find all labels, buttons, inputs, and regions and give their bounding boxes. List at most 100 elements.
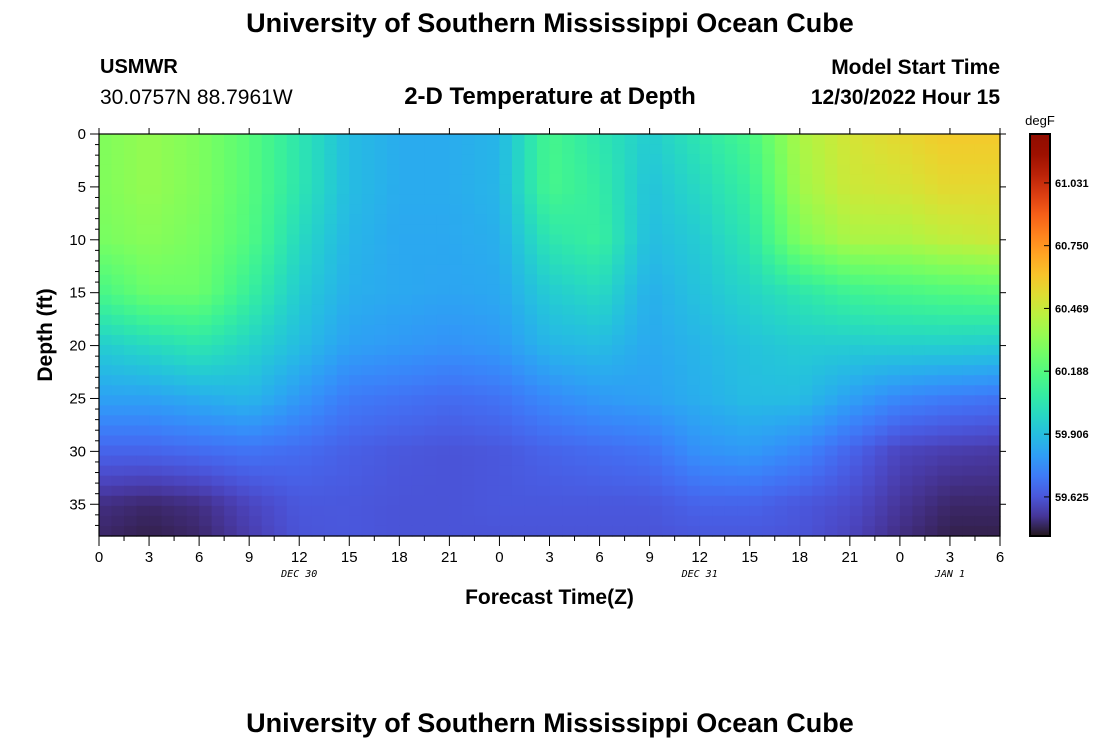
- heatmap-cell: [536, 505, 551, 517]
- heatmap-cell: [987, 204, 1001, 215]
- heatmap-cell: [274, 515, 288, 527]
- heatmap-cell: [837, 395, 851, 406]
- heatmap-cell: [924, 405, 939, 416]
- heatmap-cell: [599, 405, 613, 416]
- heatmap-cell: [186, 425, 200, 437]
- heatmap-cell: [687, 154, 701, 165]
- y-tick-label: 35: [69, 496, 86, 513]
- heatmap-cell: [649, 445, 663, 457]
- heatmap-cell: [774, 294, 788, 306]
- heatmap-cell: [899, 375, 913, 386]
- heatmap-cell: [962, 144, 976, 155]
- heatmap-cell: [974, 144, 989, 155]
- heatmap-cell: [699, 435, 713, 447]
- heatmap-cell: [612, 515, 626, 527]
- heatmap-cell: [862, 515, 876, 527]
- heatmap-cell: [349, 264, 363, 276]
- heatmap-cell: [461, 204, 476, 215]
- heatmap-cell: [511, 415, 526, 427]
- heatmap-cell: [674, 254, 688, 266]
- heatmap-cell: [837, 355, 851, 366]
- heatmap-cell: [637, 385, 651, 396]
- heatmap-cell: [161, 134, 175, 145]
- heatmap-cell: [737, 294, 751, 306]
- heatmap-cell: [674, 505, 688, 517]
- heatmap-cell: [824, 495, 838, 507]
- heatmap-cell: [461, 224, 476, 236]
- heatmap-cell: [186, 495, 200, 507]
- heatmap-cell: [899, 395, 913, 406]
- heatmap-cell: [399, 174, 413, 185]
- heatmap-cell: [762, 455, 776, 467]
- heatmap-cell: [174, 435, 188, 447]
- heatmap-cell: [987, 294, 1001, 306]
- heatmap-cell: [612, 345, 626, 356]
- heatmap-cell: [574, 465, 588, 477]
- heatmap-cell: [486, 154, 501, 165]
- heatmap-cell: [924, 204, 939, 215]
- heatmap-cell: [349, 485, 363, 497]
- heatmap-cell: [662, 314, 676, 326]
- heatmap-cell: [574, 475, 588, 487]
- heatmap-cell: [824, 204, 838, 215]
- heatmap-cell: [386, 385, 400, 396]
- heatmap-cell: [662, 355, 676, 366]
- heatmap-cell: [524, 515, 538, 527]
- heatmap-cell: [749, 164, 763, 175]
- heatmap-cell: [912, 184, 926, 195]
- heatmap-cell: [899, 254, 913, 266]
- heatmap-cell: [424, 134, 438, 145]
- heatmap-cell: [99, 475, 113, 487]
- heatmap-cell: [562, 304, 576, 316]
- heatmap-cell: [99, 425, 113, 437]
- heatmap-cell: [536, 274, 551, 286]
- heatmap-cell: [599, 355, 613, 366]
- heatmap-cell: [349, 425, 363, 437]
- heatmap-cell: [149, 335, 163, 346]
- heatmap-cell: [311, 324, 325, 336]
- heatmap-cell: [461, 194, 476, 205]
- heatmap-cell: [737, 495, 751, 507]
- x-tick-label: 6: [195, 549, 203, 566]
- x-tick-label: 6: [996, 549, 1004, 566]
- heatmap-cell: [712, 164, 726, 175]
- heatmap-cell: [161, 475, 175, 487]
- heatmap-cell: [937, 234, 951, 246]
- heatmap-cell: [261, 234, 275, 246]
- heatmap-cell: [161, 164, 175, 175]
- heatmap-cell: [562, 154, 576, 165]
- heatmap-cell: [762, 415, 776, 427]
- heatmap-cell: [236, 385, 250, 396]
- heatmap-cell: [599, 455, 613, 467]
- heatmap-cell: [824, 304, 838, 316]
- heatmap-cell: [461, 485, 476, 497]
- heatmap-cell: [386, 355, 400, 366]
- heatmap-cell: [849, 515, 863, 527]
- heatmap-cell: [324, 304, 338, 316]
- heatmap-cell: [837, 365, 851, 376]
- heatmap-cell: [249, 455, 263, 467]
- heatmap-cell: [424, 164, 438, 175]
- heatmap-cell: [386, 244, 400, 256]
- heatmap-cell: [249, 244, 263, 256]
- heatmap-cell: [174, 415, 188, 427]
- heatmap-cell: [699, 284, 713, 296]
- heatmap-cell: [762, 134, 776, 145]
- heatmap-cell: [274, 485, 288, 497]
- heatmap-cell: [349, 244, 363, 256]
- heatmap-cell: [374, 395, 388, 406]
- heatmap-cell: [274, 415, 288, 427]
- heatmap-cell: [974, 174, 989, 185]
- heatmap-cell: [624, 274, 638, 286]
- heatmap-cell: [912, 335, 926, 346]
- heatmap-cell: [762, 294, 776, 306]
- heatmap-cell: [799, 355, 813, 366]
- heatmap-cell: [787, 495, 801, 507]
- heatmap-cell: [374, 314, 388, 326]
- heatmap-cell: [937, 324, 951, 336]
- heatmap-cell: [849, 395, 863, 406]
- heatmap-cell: [361, 294, 375, 306]
- heatmap-cell: [386, 234, 400, 246]
- heatmap-cell: [411, 144, 425, 155]
- heatmap-cell: [774, 174, 788, 185]
